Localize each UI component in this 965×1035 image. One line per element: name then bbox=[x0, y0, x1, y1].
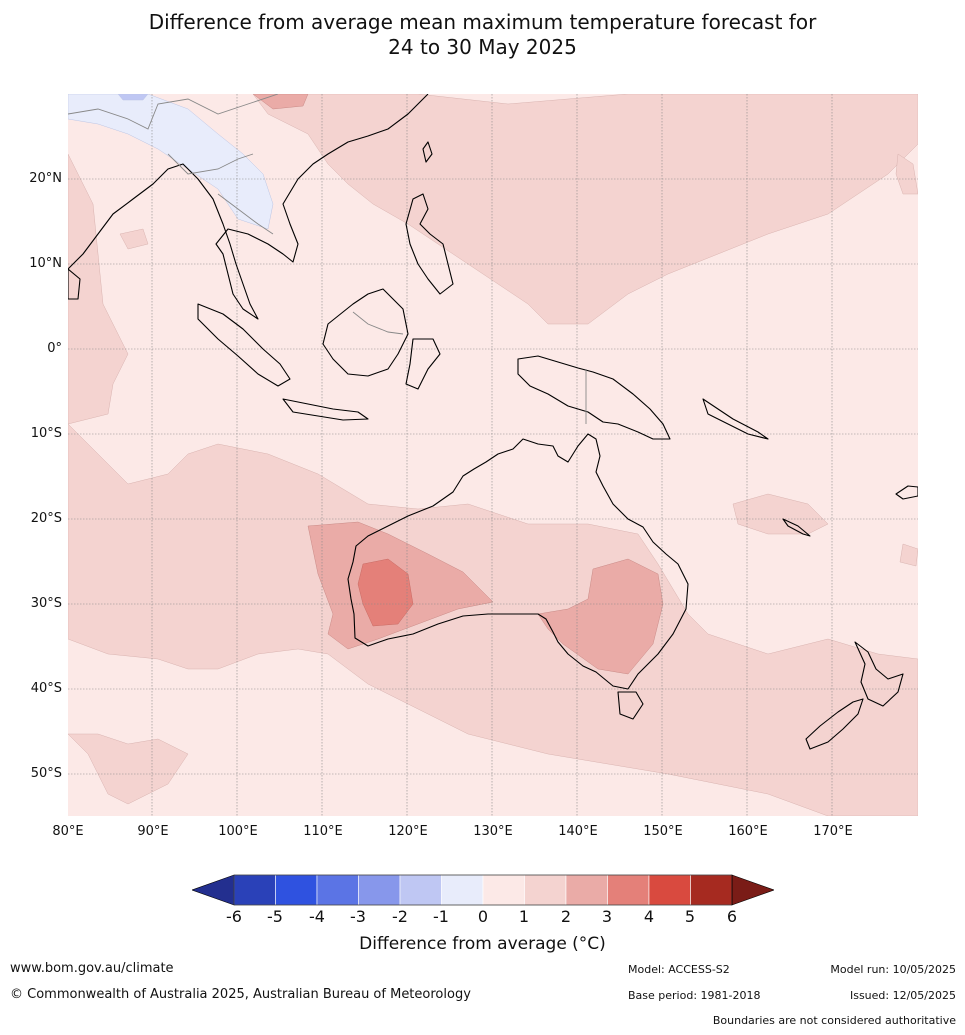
taiwan-coast bbox=[422, 141, 433, 163]
colorbar-segment bbox=[275, 874, 318, 906]
colorbar-segment bbox=[233, 874, 276, 906]
colorbar-outline bbox=[233, 874, 733, 906]
colorbar-tick: 1 bbox=[518, 907, 530, 926]
colorbar-segment bbox=[607, 874, 650, 906]
sri-lanka-coast bbox=[68, 268, 81, 300]
sumatra-coast bbox=[197, 303, 291, 387]
borneo-coast bbox=[322, 288, 409, 377]
colorbar-segment bbox=[482, 874, 525, 906]
lat-label-0: 0° bbox=[47, 341, 62, 356]
coastlines bbox=[68, 94, 918, 750]
colorbar-tick: -4 bbox=[309, 907, 325, 926]
model-text: Model: ACCESS-S2 bbox=[628, 963, 730, 976]
lon-label-90e: 90°E bbox=[137, 824, 169, 839]
anomaly-negative bbox=[68, 94, 274, 230]
colorbar-segment bbox=[358, 874, 401, 906]
colorbar-segment bbox=[690, 874, 733, 906]
colorbar-tick: 4 bbox=[643, 907, 655, 926]
title-line-1: Difference from average mean maximum tem… bbox=[148, 10, 817, 34]
nz-south-coast bbox=[805, 698, 864, 750]
colorbar-tick: -2 bbox=[392, 907, 408, 926]
colorbar-segment bbox=[441, 874, 484, 906]
colorbar-segment bbox=[399, 874, 442, 906]
lat-label-40s: 40°S bbox=[30, 681, 62, 696]
base-period-text: Base period: 1981-2018 bbox=[628, 989, 761, 1002]
colorbar-tick: -5 bbox=[267, 907, 283, 926]
colorbar-tick: -6 bbox=[226, 907, 242, 926]
lon-label-120e: 120°E bbox=[388, 824, 428, 839]
lon-label-160e: 160°E bbox=[728, 824, 768, 839]
lat-label-20s: 20°S bbox=[30, 511, 62, 526]
asia-coast bbox=[68, 94, 429, 320]
lon-label-100e: 100°E bbox=[218, 824, 258, 839]
forecast-map bbox=[68, 94, 918, 816]
colorbar-segment bbox=[524, 874, 567, 906]
colorbar-segment bbox=[648, 874, 691, 906]
anomaly-3-4 bbox=[357, 558, 414, 627]
lon-label-140e: 140°E bbox=[558, 824, 598, 839]
sulawesi-coast bbox=[405, 338, 441, 390]
copyright-text: © Commonwealth of Australia 2025, Austra… bbox=[10, 987, 471, 1002]
disclaimer-text: Boundaries are not considered authoritat… bbox=[712, 1014, 956, 1027]
fiji-coast bbox=[895, 485, 918, 500]
lon-label-130e: 130°E bbox=[473, 824, 513, 839]
nz-north-coast bbox=[854, 641, 904, 707]
lat-label-10n: 10°N bbox=[29, 256, 62, 271]
colorbar-tick: -3 bbox=[350, 907, 366, 926]
java-coast bbox=[282, 398, 369, 421]
lat-label-30s: 30°S bbox=[30, 596, 62, 611]
lon-label-150e: 150°E bbox=[643, 824, 683, 839]
colorbar-tick: 2 bbox=[560, 907, 572, 926]
colorbar-tick: 6 bbox=[726, 907, 738, 926]
lon-label-80e: 80°E bbox=[52, 824, 84, 839]
colorbar-arrow-high bbox=[731, 874, 774, 906]
lat-label-10s: 10°S bbox=[30, 426, 62, 441]
new-caledonia-coast bbox=[782, 518, 811, 537]
solomons-coast bbox=[702, 398, 769, 440]
colorbar-tick: -1 bbox=[433, 907, 449, 926]
colorbar-label: Difference from average (°C) bbox=[359, 934, 606, 954]
colorbar-segment bbox=[316, 874, 359, 906]
philippines-coast bbox=[405, 193, 454, 295]
graticule bbox=[68, 94, 918, 816]
lon-label-110e: 110°E bbox=[303, 824, 343, 839]
lat-label-50s: 50°S bbox=[30, 766, 62, 781]
title-line-2: 24 to 30 May 2025 bbox=[388, 35, 577, 59]
lon-label-170e: 170°E bbox=[813, 824, 853, 839]
model-run-text: Model run: 10/05/2025 bbox=[830, 963, 956, 976]
colorbar-arrow-low bbox=[192, 874, 235, 906]
boundaries bbox=[68, 94, 587, 424]
lat-label-20n: 20°N bbox=[29, 171, 62, 186]
colorbar-tick: 5 bbox=[684, 907, 696, 926]
colorbar bbox=[192, 874, 774, 906]
map-title: Difference from average mean maximum tem… bbox=[0, 10, 965, 60]
colorbar-tick: 3 bbox=[601, 907, 613, 926]
website-text: www.bom.gov.au/climate bbox=[10, 961, 174, 976]
map-canvas bbox=[68, 94, 918, 816]
anomaly-1-2 bbox=[68, 94, 918, 816]
colorbar-segment bbox=[565, 874, 608, 906]
colorbar-tick: 0 bbox=[477, 907, 489, 926]
new-guinea-coast bbox=[517, 355, 671, 440]
australia-coast bbox=[347, 433, 689, 690]
tasmania-coast bbox=[617, 691, 644, 720]
issued-text: Issued: 12/05/2025 bbox=[849, 989, 956, 1002]
